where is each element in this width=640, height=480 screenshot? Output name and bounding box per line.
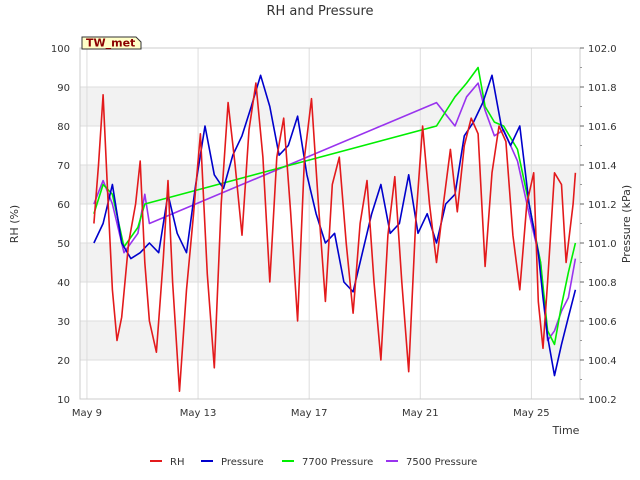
y2-tick-label: 101.2 xyxy=(588,200,617,211)
series-lines xyxy=(93,66,577,393)
y-tick-label: 60 xyxy=(57,200,70,211)
legend-label: 7500 Pressure xyxy=(406,457,477,468)
y2-tick-label: 100.8 xyxy=(588,278,617,289)
legend-label: Pressure xyxy=(221,457,264,468)
y-axis-right: 100.2 100.4 100.6 100.8 101.0 101.2 101.4 101.6… xyxy=(580,44,617,406)
y-axis-left: 10 20 30 40 50 60 70 80 90 100 xyxy=(51,44,70,406)
y-tick-label: 30 xyxy=(57,317,70,328)
y-tick-label: 100 xyxy=(51,44,70,55)
grid-bands xyxy=(80,87,580,360)
y2-tick-label: 100.4 xyxy=(588,356,617,367)
station-label-box: TW_met xyxy=(81,36,142,50)
x-tick-label: May 13 xyxy=(180,408,217,419)
y2-tick-label: 100.6 xyxy=(588,317,617,328)
x-axis-label: Time xyxy=(552,424,580,437)
x-tick-label: May 17 xyxy=(291,408,328,419)
grid-band xyxy=(80,165,580,204)
y2-tick-label: 101.0 xyxy=(588,239,617,250)
legend-label: 7700 Pressure xyxy=(302,457,373,468)
series-line-pressure xyxy=(93,74,577,377)
y2-tick-label: 100.2 xyxy=(588,395,617,406)
x-tick-label: May 25 xyxy=(513,408,550,419)
y-tick-label: 40 xyxy=(57,278,70,289)
station-label: TW_met xyxy=(86,37,135,50)
x-axis: May 9 May 13 May 17 May 21 May 25 xyxy=(72,408,550,419)
y-tick-label: 50 xyxy=(57,239,70,250)
grid-band xyxy=(80,87,580,126)
y2-tick-label: 101.4 xyxy=(588,161,617,172)
chart-title: RH and Pressure xyxy=(266,4,373,19)
legend: RH Pressure 7700 Pressure 7500 Pressure xyxy=(150,457,477,468)
y2-axis-label: Pressure (kPa) xyxy=(620,185,633,263)
y-tick-label: 20 xyxy=(57,356,70,367)
y-tick-label: 80 xyxy=(57,122,70,133)
grid-band xyxy=(80,321,580,360)
y-axis-label: RH (%) xyxy=(8,205,21,243)
series-line-7500-pressure xyxy=(93,82,577,342)
x-tick-label: May 9 xyxy=(72,408,102,419)
series-line-rh xyxy=(93,82,577,393)
y-tick-label: 10 xyxy=(57,395,70,406)
legend-label: RH xyxy=(170,457,184,468)
x-tick-label: May 21 xyxy=(402,408,439,419)
y-tick-label: 90 xyxy=(57,83,70,94)
y-tick-label: 70 xyxy=(57,161,70,172)
y2-tick-label: 102.0 xyxy=(588,44,617,55)
station-label-shape xyxy=(81,36,142,50)
y2-tick-label: 101.6 xyxy=(588,122,617,133)
y2-tick-label: 101.8 xyxy=(588,83,617,94)
